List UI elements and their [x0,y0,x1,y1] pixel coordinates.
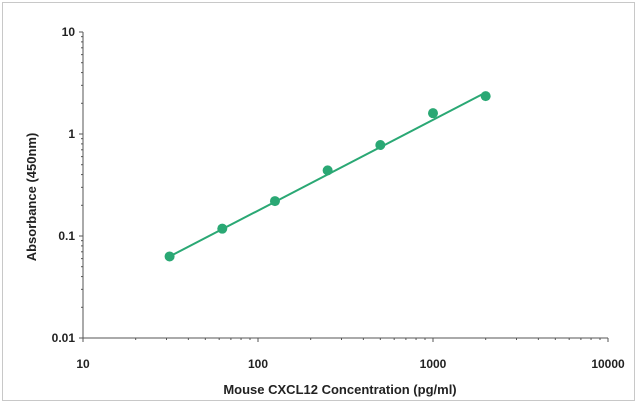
x-axis-label: Mouse CXCL12 Concentration (pg/ml) [223,382,456,397]
y-axis-label: Absorbance (450nm) [24,133,39,262]
data-point [480,91,491,102]
x-axis: 10 100 1000 10000 [76,337,625,371]
x-tick-label: 10 [76,357,90,371]
y-axis: 0.01 0.1 1 10 [52,25,84,345]
data-point [375,140,386,151]
x-tick-label: 1000 [420,357,447,371]
data-points-layer [164,91,491,262]
y-tick-label: 1 [68,127,75,141]
x-tick-label: 10000 [591,357,625,371]
y-tick-label: 0.01 [52,331,76,345]
x-tick-label: 100 [248,357,268,371]
chart-frame [2,2,635,401]
data-point [428,108,438,119]
y-tick-label: 10 [62,25,76,39]
data-point [322,165,333,176]
data-point [217,223,228,234]
data-point [164,251,175,262]
y-tick-label: 0.1 [58,229,75,243]
data-point [269,196,280,207]
